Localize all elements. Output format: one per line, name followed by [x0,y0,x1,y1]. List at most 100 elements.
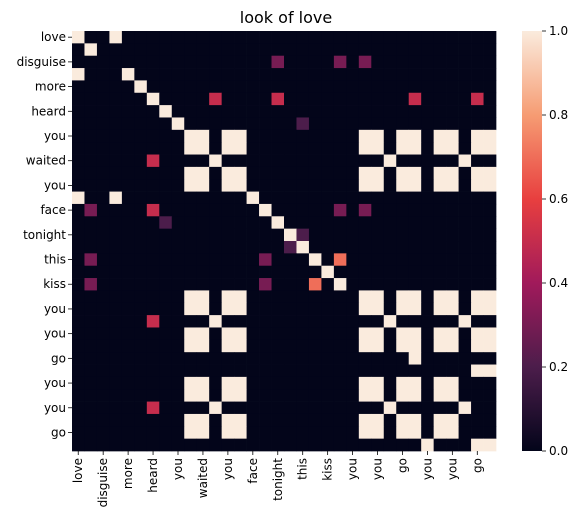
heatmap-cell [72,290,85,304]
heatmap-cell [209,105,222,118]
heatmap-cell [171,80,185,94]
heatmap-cell [483,413,497,427]
heatmap-cell [396,129,410,143]
x-tick-label: more [121,458,135,489]
heatmap-cell [308,438,322,452]
heatmap-cell [184,179,198,192]
heatmap-cell [396,302,410,316]
heatmap-cell [471,92,484,106]
heatmap-cell [396,117,410,131]
heatmap-cell [234,426,247,439]
heatmap-cell [96,352,110,365]
heatmap-cell [159,253,173,267]
heatmap-cell [234,228,247,242]
heatmap-cell [321,376,335,390]
heatmap-cell [308,216,322,229]
heatmap-cell [271,216,285,229]
heatmap-cell [184,253,198,267]
heatmap-cell [333,31,347,44]
heatmap-cell [109,43,123,57]
heatmap-cell [383,413,397,427]
heatmap-cell [421,315,434,328]
heatmap-cell [209,352,222,365]
heatmap-cell [271,92,285,106]
heatmap-cell [134,80,148,94]
heatmap-cell [396,191,410,205]
heatmap-cell [383,426,397,439]
heatmap-cell [259,364,272,378]
heatmap-cell [446,278,459,291]
heatmap-cell [483,315,497,328]
heatmap-cell [234,438,247,452]
heatmap-cell [159,216,173,229]
heatmap-cell [321,438,335,452]
heatmap-cell [146,426,160,439]
x-tick-label: heard [146,458,160,493]
heatmap-cell [446,203,459,217]
heatmap-cell [72,241,85,254]
heatmap-cell [134,191,148,205]
heatmap-cell [458,31,472,44]
heatmap-cell [421,203,434,217]
heatmap-cell [396,92,410,106]
heatmap-cell [271,241,285,254]
heatmap-cell [259,438,272,452]
heatmap-cell [408,154,422,168]
heatmap-cell [446,376,459,390]
heatmap-cell [184,92,198,106]
heatmap-cell [271,80,285,94]
heatmap-cell [346,68,360,81]
heatmap-cell [346,191,360,205]
heatmap-cell [159,179,173,192]
heatmap-cell [109,401,123,415]
heatmap-cell [383,129,397,143]
heatmap-cell [109,55,123,69]
heatmap-cell [146,142,160,155]
heatmap-cell [84,228,98,242]
heatmap-cell [184,191,198,205]
heatmap-cell [246,43,260,57]
heatmap-cell [296,389,310,402]
heatmap-cell [408,426,422,439]
heatmap-cell [109,241,123,254]
heatmap-cell [458,105,472,118]
y-tick-label: more [35,80,66,94]
heatmap-cell [358,105,372,118]
heatmap-cell [408,105,422,118]
heatmap-cell [421,154,434,168]
heatmap-cell [72,376,85,390]
heatmap-cell [346,426,360,439]
heatmap-cell [121,203,135,217]
heatmap-cell [471,179,484,192]
heatmap-cell [259,228,272,242]
heatmap-cell [458,203,472,217]
heatmap-cell [421,426,434,439]
heatmap-cell [221,265,235,279]
heatmap-cell [159,339,173,353]
heatmap-cell [234,92,247,106]
heatmap-cell [446,401,459,415]
heatmap-cell [171,92,185,106]
heatmap-cell [72,216,85,229]
heatmap-cell [333,302,347,316]
heatmap-cell [421,241,434,254]
heatmap-cell [184,166,198,180]
heatmap-cell [96,438,110,452]
heatmap-cell [259,55,272,69]
heatmap-cell [196,315,210,328]
heatmap-cell [171,290,185,304]
heatmap-cell [146,43,160,57]
heatmap-cell [333,105,347,118]
heatmap-cell [446,413,459,427]
heatmap-cell [121,142,135,155]
heatmap-cell [184,154,198,168]
heatmap-cell [171,105,185,118]
heatmap-cell [433,241,447,254]
heatmap-cell [221,216,235,229]
colorbar-tick-label: 0.8 [549,108,568,122]
heatmap-cell [171,389,185,402]
heatmap-cell [171,376,185,390]
heatmap-cell [271,413,285,427]
heatmap-cell [121,364,135,378]
heatmap-cell [84,376,98,390]
